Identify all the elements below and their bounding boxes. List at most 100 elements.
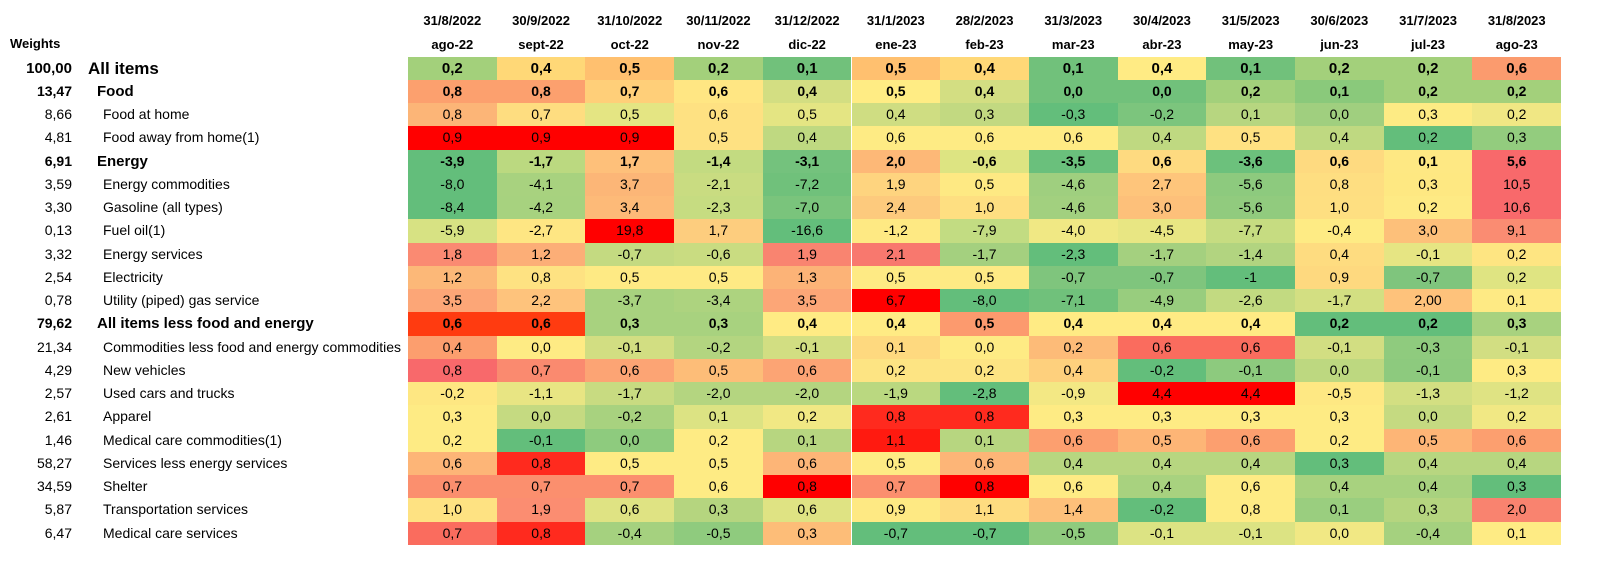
heatmap-cell: 0,3 xyxy=(940,103,1029,127)
heatmap-cell: -0,2 xyxy=(408,382,497,406)
heatmap-cell: 0,6 xyxy=(408,451,497,475)
heatmap-cell: 0,4 xyxy=(1117,475,1207,499)
heatmap-cell: -0,3 xyxy=(1383,335,1473,359)
heatmap-cell: -0,3 xyxy=(1028,103,1118,127)
heatmap-cell: 0,0 xyxy=(1028,79,1118,103)
heatmap-cell: 0,7 xyxy=(585,475,675,499)
heatmap-cell: 1,8 xyxy=(408,242,497,266)
heatmap-cell: 0,8 xyxy=(762,475,852,499)
heatmap-cell: 0,7 xyxy=(408,521,497,545)
date-header: 31/8/2022 xyxy=(423,13,482,28)
heatmap-cell: -0,2 xyxy=(674,335,763,359)
heatmap-cell: 1,3 xyxy=(762,265,852,289)
heatmap-cell: 0,9 xyxy=(408,126,497,150)
heatmap-cell: 0,4 xyxy=(762,126,852,150)
heatmap-cell: 0,9 xyxy=(496,126,586,150)
heatmap-cell: 0,7 xyxy=(496,475,586,499)
heatmap-cell: 0,6 xyxy=(585,358,675,382)
heatmap-cell: 0,5 xyxy=(674,265,763,289)
date-header: 30/6/2023 xyxy=(1310,13,1369,28)
heatmap-cell: -0,1 xyxy=(1206,358,1295,382)
heatmap-cell: 3,0 xyxy=(1383,219,1473,243)
month-header: abr-23 xyxy=(1142,37,1182,52)
heatmap-cell: -1,4 xyxy=(674,149,763,173)
heatmap-cell: -7,9 xyxy=(940,219,1029,243)
heatmap-cell: 0,2 xyxy=(1383,312,1473,336)
heatmap-cell: 0,2 xyxy=(408,428,497,452)
heatmap-cell: 0,3 xyxy=(1472,475,1562,499)
heatmap-cell: 0,4 xyxy=(851,312,941,336)
heatmap-cell: -5,9 xyxy=(408,219,497,243)
heatmap-cell: -8,0 xyxy=(408,172,497,196)
heatmap-cell: 0,1 xyxy=(762,428,852,452)
heatmap-cell: 0,6 xyxy=(1117,149,1207,173)
row-weight: 21,34 xyxy=(36,338,72,355)
heatmap-cell: 0,4 xyxy=(1383,475,1473,499)
heatmap-cell: 0,2 xyxy=(940,358,1029,382)
heatmap-cell: 0,1 xyxy=(1206,56,1295,80)
heatmap-cell: 0,4 xyxy=(1295,242,1384,266)
heatmap-cell: -4,2 xyxy=(496,196,586,220)
heatmap-cell: 1,0 xyxy=(1295,196,1384,220)
row-label: Shelter xyxy=(103,478,148,494)
heatmap-cell: -0,6 xyxy=(674,242,763,266)
heatmap-cell: -2,8 xyxy=(940,382,1029,406)
heatmap-cell: 0,6 xyxy=(1028,475,1118,499)
row-label: All items xyxy=(88,58,159,78)
heatmap-cell: 0,5 xyxy=(585,265,675,289)
heatmap-cell: 0,8 xyxy=(408,358,497,382)
heatmap-cell: 0,3 xyxy=(408,405,497,429)
heatmap-cell: -0,4 xyxy=(1383,521,1473,545)
heatmap-cell: 4,4 xyxy=(1206,382,1295,406)
heatmap-cell: 0,4 xyxy=(1028,312,1118,336)
row-weight: 13,47 xyxy=(36,82,72,99)
heatmap-cell: 0,3 xyxy=(1295,405,1384,429)
heatmap-cell: 0,2 xyxy=(1383,79,1473,103)
heatmap-cell: 9,1 xyxy=(1472,219,1562,243)
heatmap-cell: 0,4 xyxy=(1295,475,1384,499)
row-weight: 3,30 xyxy=(44,199,72,215)
heatmap-cell: 0,0 xyxy=(496,335,586,359)
heatmap-cell: 0,7 xyxy=(408,475,497,499)
heatmap-cell: 0,6 xyxy=(940,451,1029,475)
heatmap-cell: 0,2 xyxy=(762,405,852,429)
row-label: Energy commodities xyxy=(103,175,230,192)
heatmap-cell: 0,5 xyxy=(585,103,675,127)
heatmap-cell: -0,1 xyxy=(1383,358,1473,382)
heatmap-cell: -0,2 xyxy=(585,405,675,429)
heatmap-cell: -8,4 xyxy=(408,196,497,220)
heatmap-cell: 0,0 xyxy=(940,335,1029,359)
heatmap-cell: 0,2 xyxy=(1383,126,1473,150)
heatmap-cell: 0,5 xyxy=(851,451,941,475)
heatmap-cell: -0,1 xyxy=(1117,521,1207,545)
row-label: Apparel xyxy=(103,408,152,425)
heatmap-cell: 0,2 xyxy=(1472,242,1562,266)
heatmap-cell: 0,8 xyxy=(496,451,586,475)
heatmap-cell: 3,0 xyxy=(1117,196,1207,220)
heatmap-cell: 0,5 xyxy=(851,56,941,80)
row-weight: 5,87 xyxy=(44,501,72,518)
heatmap-cell: -4,1 xyxy=(496,172,586,196)
row-label: Services less energy services xyxy=(103,454,288,471)
heatmap-cell: 0,8 xyxy=(408,103,497,127)
heatmap-cell: 0,0 xyxy=(1117,79,1207,103)
heatmap-cell: 0,5 xyxy=(851,79,941,103)
heatmap-cell: 0,6 xyxy=(408,312,497,336)
heatmap-cell: 1,7 xyxy=(674,219,763,243)
heatmap-cell: 0,2 xyxy=(674,428,763,452)
heatmap-cell: 0,4 xyxy=(762,79,852,103)
heatmap-cell: 1,7 xyxy=(585,149,675,173)
heatmap-cell: -3,7 xyxy=(585,289,675,313)
date-header: 31/7/2023 xyxy=(1399,13,1457,28)
heatmap-cell: 0,4 xyxy=(1117,451,1207,475)
heatmap-cell: 0,6 xyxy=(674,475,763,499)
heatmap-cell: 0,6 xyxy=(1117,335,1207,359)
heatmap-cell: -0,7 xyxy=(585,242,675,266)
heatmap-cell: 0,2 xyxy=(851,358,941,382)
heatmap-cell: 0,6 xyxy=(1295,149,1384,173)
heatmap-cell: -0,2 xyxy=(1117,103,1207,127)
heatmap-cell: -0,7 xyxy=(940,521,1029,545)
month-header: feb-23 xyxy=(965,37,1004,52)
heatmap-cell: 1,2 xyxy=(408,265,497,289)
heatmap-cell: -4,0 xyxy=(1028,219,1118,243)
